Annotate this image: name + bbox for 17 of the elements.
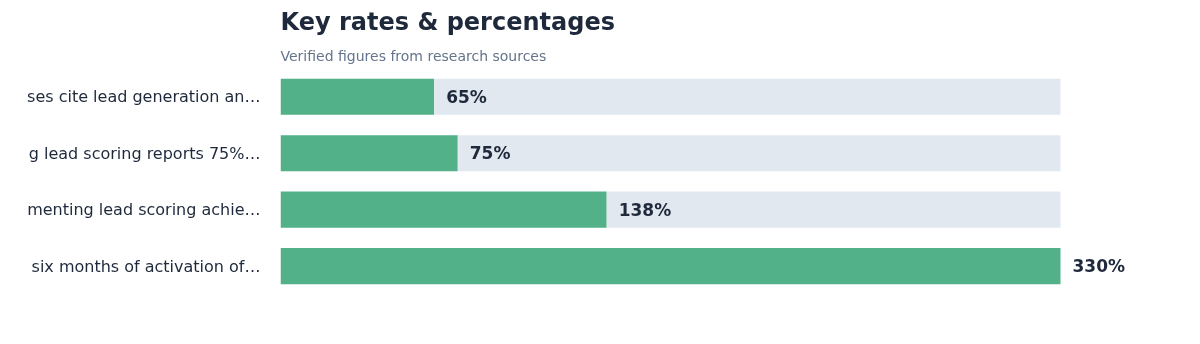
y-tick-label: ses cite lead generation an…: [27, 87, 261, 107]
bar: [280, 135, 458, 172]
chart-title: Key rates & percentages: [280, 7, 615, 36]
y-tick-label: g lead scoring reports 75%…: [28, 143, 261, 163]
chart-subtitle: Verified figures from research sources: [280, 47, 547, 64]
bar: [280, 248, 1061, 285]
bar: [457, 135, 1061, 172]
bar: [280, 78, 435, 115]
bar: [606, 191, 1061, 228]
data-label: 138%: [618, 199, 672, 220]
bar: [434, 78, 1061, 115]
data-label: 75%: [469, 143, 511, 164]
data-label: 330%: [1072, 256, 1126, 277]
y-tick-label: menting lead scoring achie…: [27, 200, 261, 220]
y-tick-label: six months of activation of…: [31, 256, 261, 276]
data-label: 65%: [446, 86, 487, 107]
bar: [280, 191, 607, 228]
